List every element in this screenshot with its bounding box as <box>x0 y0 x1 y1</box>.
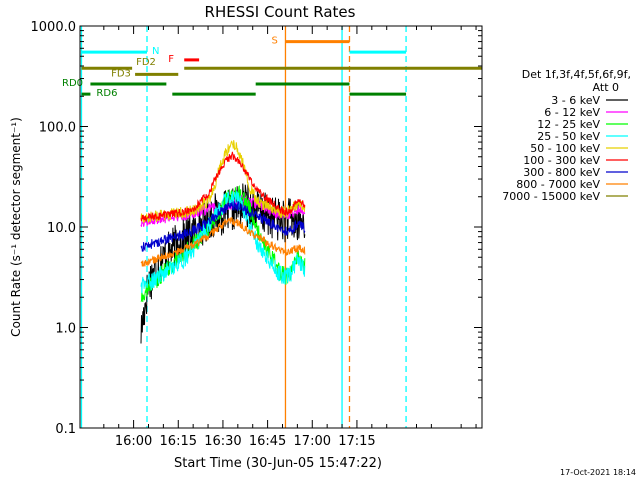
legend-label: 3 - 6 keV <box>551 94 600 107</box>
flag-label-rd6: RD6 <box>96 88 117 99</box>
x-tick-label: 16:00 <box>115 434 152 449</box>
x-tick-label: 17:00 <box>294 434 331 449</box>
x-tick-label: 16:30 <box>204 434 241 449</box>
y-tick-label: 1000.0 <box>31 20 77 35</box>
flag-label-s: S <box>271 36 277 47</box>
y-tick-label: 0.1 <box>55 422 76 437</box>
legend-label: 50 - 100 keV <box>530 142 600 155</box>
x-tick-label: 17:15 <box>338 434 375 449</box>
flag-label-fd3: FD3 <box>111 68 131 79</box>
series-line <box>140 151 306 222</box>
series-line <box>140 140 306 224</box>
legend-label: 800 - 7000 keV <box>516 178 600 191</box>
legend-attenuator: Att 0 <box>593 81 619 94</box>
legend-label: 6 - 12 keV <box>544 106 600 119</box>
legend-label: 7000 - 15000 keV <box>502 190 600 203</box>
legend-label: 12 - 25 keV <box>537 118 600 131</box>
legend-label: 300 - 800 keV <box>523 166 600 179</box>
flag-label-f: F <box>168 54 174 65</box>
series-line <box>140 217 306 267</box>
vertical-markers <box>80 26 407 428</box>
y-tick-label: 10.0 <box>47 221 76 236</box>
flag-label-n: N <box>152 46 159 57</box>
x-axis-ticks: 16:00 16:15 16:30 16:45 17:00 17:15 <box>103 26 477 449</box>
x-tick-label: 16:15 <box>160 434 197 449</box>
x-tick-label: 16:45 <box>249 434 286 449</box>
y-axis-ticks: 0.1 1.0 10.0 100.0 1000.0 <box>31 20 482 437</box>
legend-label: 100 - 300 keV <box>523 154 600 167</box>
legend-header: Det 1f,3f,4f,5f,6f,9f, <box>522 68 631 81</box>
footer-timestamp: 17-Oct-2021 18:14 <box>560 468 636 477</box>
data-series <box>140 140 306 344</box>
y-axis-label: Count Rate (s⁻¹ detector segment⁻¹) <box>9 117 23 337</box>
series-line <box>140 189 306 294</box>
legend-label: 25 - 50 keV <box>537 130 600 143</box>
chart-title: RHESSI Count Rates <box>205 3 356 21</box>
flag-label-rd0: RD0 <box>62 78 83 89</box>
x-axis-label: Start Time (30-Jun-05 15:47:22) <box>174 456 382 471</box>
state-flags: N S F FD2 FD3 RD0 RD6 <box>62 36 482 99</box>
series-line <box>140 201 306 252</box>
y-tick-label: 1.0 <box>55 322 76 337</box>
flag-label-fd2: FD2 <box>136 57 156 68</box>
y-tick-label: 100.0 <box>39 121 76 136</box>
